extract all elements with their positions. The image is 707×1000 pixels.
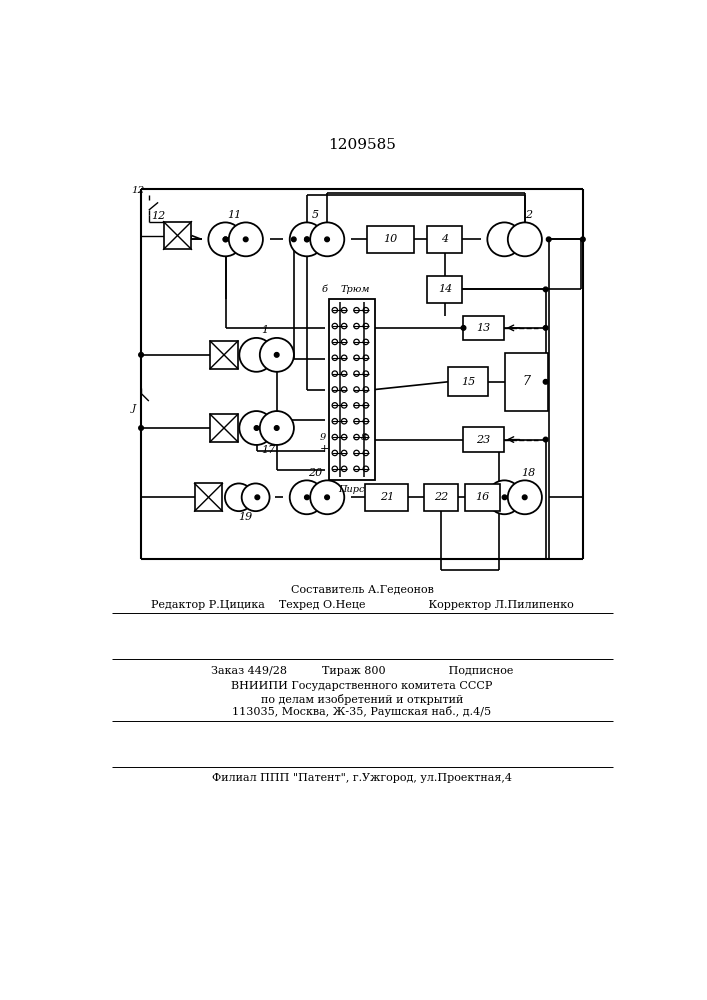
Text: Трюм: Трюм: [341, 285, 370, 294]
Text: 1209585: 1209585: [328, 138, 396, 152]
Text: 20: 20: [308, 468, 322, 478]
Circle shape: [305, 495, 309, 500]
Bar: [464, 484, 500, 511]
Text: 16: 16: [475, 492, 489, 502]
Bar: [428, 226, 462, 253]
Circle shape: [543, 326, 548, 330]
Text: Пирс: Пирс: [339, 485, 365, 494]
Text: 19: 19: [238, 512, 253, 522]
Circle shape: [325, 237, 329, 242]
Circle shape: [259, 338, 294, 372]
Circle shape: [139, 353, 144, 357]
Bar: [448, 367, 489, 396]
Text: ВНИИПИ Государственного комитета СССР: ВНИИПИ Государственного комитета СССР: [231, 681, 493, 691]
Circle shape: [274, 353, 279, 357]
Bar: [210, 341, 238, 369]
Circle shape: [508, 480, 542, 514]
Text: 18: 18: [522, 468, 536, 478]
Circle shape: [240, 338, 274, 372]
Circle shape: [255, 495, 259, 500]
Circle shape: [274, 426, 279, 430]
Text: 14: 14: [438, 284, 452, 294]
Circle shape: [305, 237, 309, 242]
Circle shape: [305, 237, 309, 242]
Text: +: +: [320, 444, 329, 454]
Circle shape: [543, 379, 548, 384]
Text: 4: 4: [441, 234, 448, 244]
Bar: [464, 427, 504, 452]
Circle shape: [290, 480, 324, 514]
Text: 7: 7: [522, 375, 530, 388]
Text: 1: 1: [262, 325, 269, 335]
Text: 15: 15: [461, 377, 475, 387]
Text: Филиал ППП "Патент", г.Ужгород, ул.Проектная,4: Филиал ППП "Патент", г.Ужгород, ул.Проек…: [212, 773, 512, 783]
Text: 21: 21: [380, 492, 394, 502]
Bar: [368, 226, 414, 253]
Circle shape: [255, 426, 259, 430]
Circle shape: [139, 426, 144, 430]
Text: 2: 2: [525, 210, 532, 220]
Circle shape: [209, 222, 243, 256]
Circle shape: [310, 222, 344, 256]
Circle shape: [259, 411, 294, 445]
Circle shape: [547, 237, 551, 242]
Bar: [428, 276, 462, 303]
Circle shape: [242, 483, 269, 511]
Bar: [329, 299, 375, 480]
Circle shape: [325, 495, 329, 500]
Circle shape: [502, 495, 507, 500]
Bar: [163, 222, 192, 249]
Circle shape: [240, 411, 274, 445]
Circle shape: [290, 222, 324, 256]
Circle shape: [310, 480, 344, 514]
Circle shape: [543, 287, 548, 292]
Text: по делам изобретений и открытий: по делам изобретений и открытий: [261, 694, 463, 705]
Circle shape: [461, 326, 466, 330]
Text: 22: 22: [434, 492, 448, 502]
Bar: [366, 484, 408, 511]
Circle shape: [223, 237, 228, 242]
Circle shape: [522, 495, 527, 500]
Circle shape: [487, 480, 522, 514]
Text: 13: 13: [477, 323, 491, 333]
Circle shape: [543, 437, 548, 442]
Text: 12: 12: [151, 211, 165, 221]
Circle shape: [223, 237, 228, 242]
Circle shape: [580, 237, 585, 242]
Text: J: J: [132, 404, 135, 413]
Text: 9: 9: [320, 433, 325, 442]
Text: 23: 23: [477, 435, 491, 445]
Bar: [423, 484, 458, 511]
Text: 11: 11: [227, 210, 241, 220]
Text: 12: 12: [132, 186, 145, 195]
Text: б: б: [322, 285, 328, 294]
Circle shape: [225, 483, 253, 511]
Circle shape: [487, 222, 522, 256]
Text: 5: 5: [312, 210, 319, 220]
Text: Составитель А.Гедеонов: Составитель А.Гедеонов: [291, 585, 433, 595]
Text: 8: 8: [361, 433, 368, 442]
Bar: [464, 316, 504, 340]
Text: 113035, Москва, Ж-35, Раушская наб., д.4/5: 113035, Москва, Ж-35, Раушская наб., д.4…: [233, 706, 491, 717]
Bar: [210, 414, 238, 442]
Text: 17: 17: [261, 445, 275, 455]
Circle shape: [508, 222, 542, 256]
Circle shape: [229, 222, 263, 256]
Text: 10: 10: [383, 234, 398, 244]
Text: Заказ 449/28          Тираж 800                  Подписное: Заказ 449/28 Тираж 800 Подписное: [211, 666, 513, 676]
Circle shape: [291, 237, 296, 242]
Text: Редактор Р.Цицика    Техред О.Неце                  Корректор Л.Пилипенко: Редактор Р.Цицика Техред О.Неце Корректо…: [151, 600, 573, 610]
Bar: [505, 353, 547, 411]
Bar: [194, 483, 223, 511]
Circle shape: [243, 237, 248, 242]
